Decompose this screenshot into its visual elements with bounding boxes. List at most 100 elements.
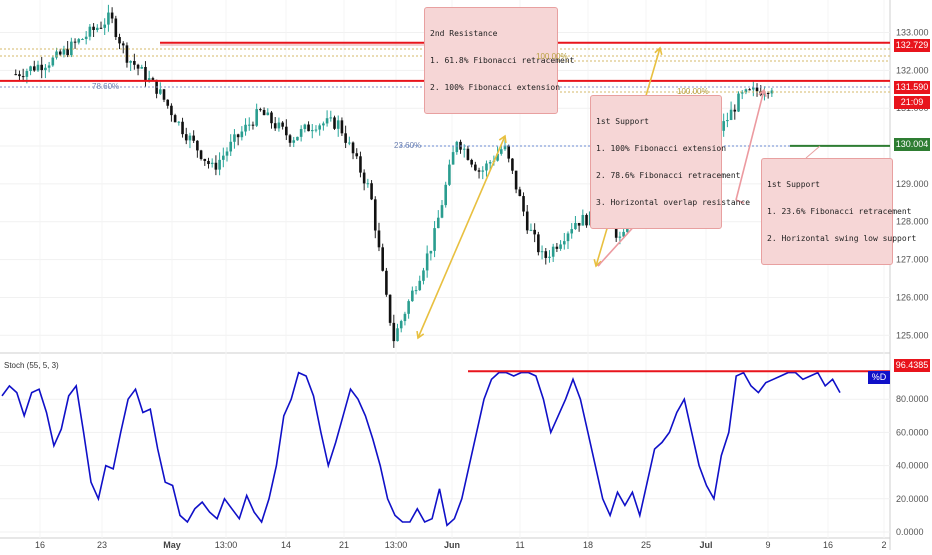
candle-body xyxy=(444,184,447,206)
candle-body xyxy=(259,109,262,111)
candle-body xyxy=(110,12,114,19)
annotation-line: 2. Horizontal swing low support xyxy=(767,234,917,243)
stoch-y-tick-label: 0.0000 xyxy=(896,527,924,537)
candle-body xyxy=(292,140,296,143)
candle-body xyxy=(766,93,770,95)
candle-body xyxy=(348,142,351,144)
candle-body xyxy=(329,117,333,119)
abcd-leg-2 xyxy=(735,89,765,201)
x-tick-label: 11 xyxy=(515,540,524,550)
candle-body xyxy=(77,39,81,43)
candle-body xyxy=(303,124,307,130)
candle-body xyxy=(470,159,473,165)
x-tick-label: 16 xyxy=(823,540,833,550)
x-tick-label: 23 xyxy=(97,540,107,550)
candle-body xyxy=(225,151,229,156)
price-tag-support: 130.004 xyxy=(894,138,930,151)
candle-body xyxy=(436,217,440,229)
arrow-head xyxy=(758,88,767,97)
candle-body xyxy=(429,250,433,254)
candle-body xyxy=(159,89,162,94)
candle-body xyxy=(399,321,403,329)
candle-body xyxy=(21,76,25,78)
candle-body xyxy=(40,64,43,71)
candle-body xyxy=(503,145,507,150)
candle-body xyxy=(199,150,203,159)
candle-body xyxy=(336,120,340,129)
annotation-1st-support-swing: 1st Support 1. 23.6% Fibonacci retraceme… xyxy=(761,158,917,265)
x-tick-label: 25 xyxy=(641,540,651,550)
candle-body xyxy=(581,214,585,226)
candle-body xyxy=(184,134,188,141)
candle-body xyxy=(222,155,225,160)
candle-body xyxy=(285,126,288,136)
candle-body xyxy=(196,140,199,151)
candle-body xyxy=(29,66,32,72)
fib-label-236: 23.60% xyxy=(394,141,422,150)
candle-body xyxy=(251,124,255,126)
candle-body xyxy=(485,163,488,171)
arrow-head xyxy=(498,134,507,144)
y-tick-label: 133.000 xyxy=(896,27,929,37)
candle-body xyxy=(14,74,18,76)
candle-body xyxy=(551,246,555,257)
candle-body xyxy=(537,234,540,253)
candle-body xyxy=(748,89,751,91)
annotation-title: 2nd Resistance xyxy=(430,29,498,38)
candle-body xyxy=(755,87,759,92)
candle-body xyxy=(362,172,366,184)
abcd-base xyxy=(735,199,745,204)
candle-body xyxy=(144,66,147,81)
candle-body xyxy=(118,37,121,44)
candle-body xyxy=(322,123,325,126)
candle-body xyxy=(25,71,29,77)
candle-body xyxy=(310,130,314,132)
candle-body xyxy=(455,141,459,153)
candle-body xyxy=(451,152,455,165)
candle-body xyxy=(511,158,514,171)
candle-body xyxy=(622,231,625,237)
candle-body xyxy=(366,183,370,185)
candle-body xyxy=(170,105,173,116)
candle-body xyxy=(425,253,429,271)
candle-body xyxy=(529,229,533,231)
candle-body xyxy=(136,64,140,69)
candle-body xyxy=(566,233,570,242)
candle-body xyxy=(466,148,470,160)
candle-body xyxy=(307,124,310,132)
candle-body xyxy=(140,66,144,69)
candle-body xyxy=(281,122,284,127)
candle-body xyxy=(95,27,99,31)
candle-body xyxy=(92,26,95,31)
candle-body xyxy=(218,159,221,170)
stoch-value-tag: 96.4385 xyxy=(894,359,930,372)
note-connector xyxy=(805,145,821,159)
candle-body xyxy=(733,109,737,112)
candle-body xyxy=(574,223,577,230)
candle-body xyxy=(81,39,84,41)
candle-body xyxy=(255,109,258,126)
candle-body xyxy=(84,36,88,40)
candle-body xyxy=(555,246,559,249)
candle-body xyxy=(722,121,725,131)
arrow-head xyxy=(654,46,663,55)
candle-body xyxy=(88,26,92,37)
candle-body xyxy=(422,270,425,281)
candle-body xyxy=(107,12,110,25)
candle-body xyxy=(181,121,184,135)
x-tick-label: May xyxy=(163,540,181,550)
arrow-head xyxy=(593,259,602,268)
candle-body xyxy=(18,74,21,77)
candle-body xyxy=(177,121,181,123)
candle-body xyxy=(266,112,270,116)
annotation-line: 1. 23.6% Fibonacci retracement xyxy=(767,207,912,216)
arrow-head xyxy=(416,330,425,340)
candle-body xyxy=(55,51,58,58)
candle-body xyxy=(507,145,511,159)
candle-body xyxy=(440,205,444,218)
candle-body xyxy=(740,92,744,94)
candle-body xyxy=(744,89,748,93)
candle-body xyxy=(192,135,195,141)
candle-body xyxy=(474,164,477,171)
candle-body xyxy=(562,241,566,245)
